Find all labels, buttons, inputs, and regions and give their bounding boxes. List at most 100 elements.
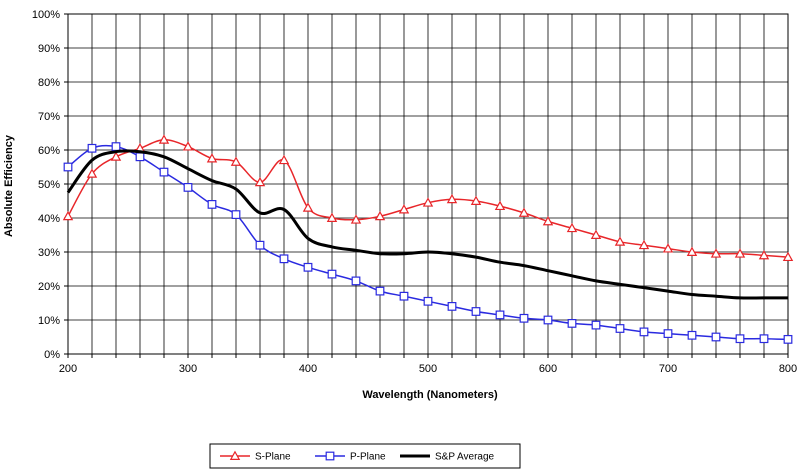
p-plane-point	[111, 142, 121, 152]
p-plane-point	[327, 269, 337, 279]
s-plane-point	[302, 202, 314, 212]
s-plane-point	[110, 151, 122, 161]
s-plane-point	[422, 197, 434, 207]
s-plane-point	[542, 215, 554, 226]
s-plane-point	[662, 243, 674, 253]
sp-average-series	[66, 149, 788, 300]
legend-box	[209, 443, 521, 469]
s-plane-point	[86, 168, 98, 178]
s-plane-point	[734, 248, 746, 258]
s-plane-point	[374, 210, 386, 221]
x-tick-label: 400	[299, 363, 317, 375]
s-plane-point	[206, 153, 218, 163]
p-plane-point	[423, 296, 433, 306]
p-plane-point	[135, 152, 145, 162]
p-plane-point	[159, 167, 169, 177]
x-tick-label: 300	[179, 363, 197, 375]
legend-s-plane-point	[229, 450, 241, 460]
p-plane-point	[759, 334, 769, 344]
p-plane-point	[351, 276, 361, 286]
p-plane-point	[711, 332, 721, 342]
legend: S-Plane P-Plane S&P Average	[209, 443, 521, 469]
legend-item-p-plane: P-Plane	[315, 452, 386, 463]
p-plane-point	[519, 313, 529, 323]
s-plane-point	[494, 200, 506, 211]
p-plane-point	[543, 315, 553, 325]
y-axis-title: Absolute Efficiency	[3, 134, 15, 237]
s-plane-point	[566, 222, 578, 233]
s-plane-point	[710, 248, 722, 258]
x-tick-label: 700	[659, 363, 677, 375]
p-plane-point	[663, 329, 673, 338]
grid	[67, 13, 789, 355]
p-plane-point	[303, 262, 313, 272]
y-tick-label: 90%	[38, 43, 60, 55]
s-plane-point	[446, 193, 458, 204]
s-plane-point	[518, 207, 530, 217]
y-tick-label: 10%	[38, 315, 60, 327]
s-plane-point	[614, 236, 626, 246]
s-plane-point	[278, 154, 290, 165]
y-tick-label: 50%	[38, 179, 60, 191]
p-plane-point	[231, 210, 241, 220]
y-tick-label: 70%	[38, 111, 60, 123]
s-plane-point	[758, 249, 770, 260]
p-plane-point	[567, 319, 577, 328]
x-tick-label: 800	[779, 363, 797, 375]
x-tick-label: 600	[539, 363, 557, 375]
s-plane-point	[638, 239, 650, 250]
legend-label-p-plane: P-Plane	[350, 452, 386, 463]
s-plane-point	[350, 214, 362, 224]
s-plane-point	[326, 212, 338, 222]
s-plane-point	[254, 176, 266, 187]
p-plane-point	[63, 162, 73, 172]
s-plane-point	[590, 229, 602, 239]
p-plane-point	[207, 200, 217, 209]
tick-labels: 200 300 400 500 600 700 800 0% 10% 20% 30% 40% 50% 60…	[32, 9, 797, 375]
series-lines	[62, 134, 794, 344]
p-plane-point	[87, 143, 97, 153]
p-plane-point	[447, 302, 457, 311]
y-tick-label: 20%	[38, 281, 60, 293]
p-plane-point	[615, 324, 625, 333]
p-plane-series	[63, 142, 793, 344]
p-plane-point	[687, 330, 697, 340]
legend-label-s-plane: S-Plane	[255, 452, 291, 463]
y-tick-label: 40%	[38, 213, 60, 225]
s-plane-point	[782, 251, 794, 262]
sp-average-line	[66, 149, 788, 300]
y-tick-label: 30%	[38, 247, 60, 259]
s-plane-point	[158, 134, 170, 144]
axes	[64, 13, 789, 358]
x-tick-label: 500	[419, 363, 437, 375]
s-plane-series	[62, 134, 794, 262]
p-plane-point	[375, 286, 385, 296]
p-plane-point	[399, 291, 409, 301]
x-axis-title: Wavelength (Nanometers)	[362, 389, 498, 401]
legend-item-s-plane: S-Plane	[220, 450, 291, 463]
p-plane-point	[255, 240, 265, 250]
p-plane-point	[735, 334, 745, 344]
legend-p-plane-point	[325, 451, 335, 461]
s-plane-point	[686, 246, 698, 256]
s-plane-point	[62, 210, 74, 221]
p-plane-point	[783, 334, 793, 344]
p-plane-point	[471, 307, 481, 316]
s-plane-point	[182, 141, 194, 151]
legend-item-sp-average: S&P Average	[400, 452, 495, 463]
p-plane-point	[183, 183, 193, 192]
p-plane-point	[591, 320, 601, 330]
y-tick-label: 80%	[38, 77, 60, 89]
x-tick-label: 200	[59, 363, 77, 375]
p-plane-point	[279, 254, 289, 264]
s-plane-point	[398, 204, 410, 214]
s-plane-point	[470, 195, 482, 205]
p-plane-point	[495, 310, 505, 320]
s-plane-point	[230, 156, 242, 166]
y-tick-label: 100%	[32, 9, 60, 21]
legend-label-sp-average: S&P Average	[435, 452, 495, 463]
y-tick-label: 0%	[44, 349, 60, 361]
p-plane-point	[639, 327, 649, 337]
